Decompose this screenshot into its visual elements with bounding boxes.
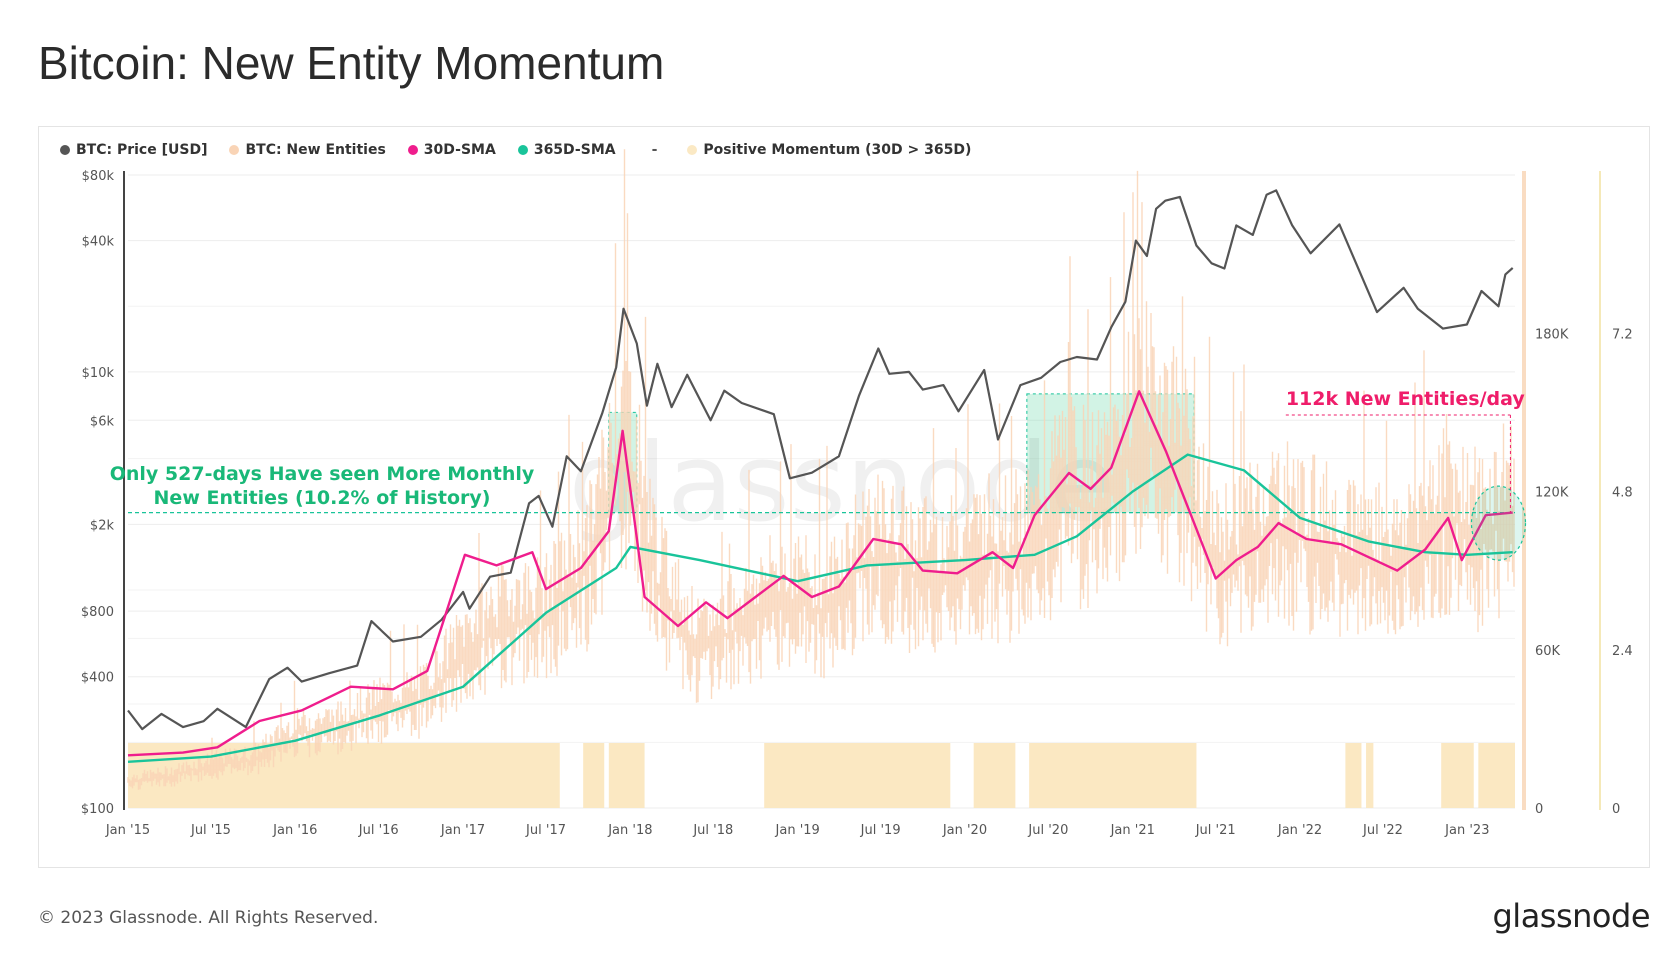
momentum-bar [128, 743, 560, 808]
y-right-axis-bar [1522, 171, 1526, 810]
y-left-tick-label: $40k [82, 235, 115, 250]
momentum-bar [1029, 743, 1197, 808]
x-tick-label: Jul '21 [1195, 823, 1236, 838]
series-new-entities [127, 149, 1515, 790]
y-left-tick-label: $10k [82, 366, 115, 381]
series-30d-sma [127, 390, 1513, 757]
x-tick-label: Jul '22 [1362, 823, 1403, 838]
x-tick-label: Jul '19 [860, 823, 901, 838]
legend-item-new-entities[interactable]: BTC: New Entities [229, 142, 386, 158]
x-tick-label: Jan '17 [440, 823, 485, 838]
x-tick-label: Jan '15 [105, 823, 150, 838]
x-tick-label: Jul '15 [190, 823, 231, 838]
legend-item-threshold[interactable]: - [652, 142, 658, 158]
x-tick-label: Jan '23 [1444, 823, 1489, 838]
y-left-tick-label: $100 [81, 802, 114, 817]
copyright-text: © 2023 Glassnode. All Rights Reserved. [38, 908, 379, 928]
legend-label: BTC: Price [USD] [76, 142, 208, 158]
y-left-tick-label: $2k [90, 518, 115, 533]
legend-dot-icon [229, 145, 240, 155]
y-right2-tick-label: 7.2 [1612, 327, 1633, 342]
legend-label: - [651, 142, 658, 158]
momentum-bar [1478, 743, 1515, 808]
annotation-527-days: Only 527-days Have seen More Monthly [110, 463, 535, 485]
brand-logo: glassnode [1492, 897, 1650, 935]
page-title: Bitcoin: New Entity Momentum [38, 37, 665, 89]
x-tick-label: Jan '21 [1110, 823, 1155, 838]
x-tick-label: Jan '19 [775, 823, 820, 838]
y-left-tick-label: $80k [82, 169, 115, 184]
annotation-527-days: New Entities (10.2% of History) [154, 487, 491, 509]
x-tick-label: Jul '18 [692, 823, 733, 838]
x-tick-label: Jan '22 [1277, 823, 1322, 838]
legend-label: 30D-SMA [423, 142, 496, 158]
legend-item-365d-sma[interactable]: 365D-SMA [517, 142, 616, 158]
y-left-tick-label: $6k [90, 414, 115, 429]
y-right2-tick-label: 4.8 [1612, 486, 1633, 501]
highlight-ellipse [1470, 485, 1527, 561]
x-tick-label: Jan '16 [272, 823, 317, 838]
legend-label: Positive Momentum (30D > 365D) [703, 142, 972, 158]
x-tick-label: Jul '20 [1027, 823, 1068, 838]
series-btc-price [127, 189, 1514, 731]
x-tick-label: Jul '16 [358, 823, 399, 838]
momentum-bar [608, 743, 645, 808]
y-right-tick-label: 180K [1535, 327, 1569, 342]
y-right2-tick-label: 2.4 [1612, 644, 1633, 659]
momentum-bar [1366, 743, 1374, 808]
legend-item-btc-price[interactable]: BTC: Price [USD] [60, 142, 207, 158]
y-left-tick-label: $800 [81, 605, 114, 620]
legend-dot-icon [407, 145, 418, 155]
y-right-tick-label: 60K [1535, 644, 1561, 659]
x-tick-label: Jan '20 [942, 823, 987, 838]
momentum-bar [973, 743, 1016, 808]
y-left-tick-label: $400 [81, 671, 114, 686]
momentum-bar [1345, 743, 1362, 808]
y-right-tick-label: 0 [1535, 802, 1543, 817]
legend-item-30d-sma[interactable]: 30D-SMA [407, 142, 496, 158]
annotation-112k: 112k New Entities/day [1286, 388, 1526, 410]
legend-label: 365D-SMA [533, 142, 616, 158]
legend-dot-icon [687, 145, 698, 155]
x-tick-label: Jul '17 [525, 823, 566, 838]
momentum-bar [1441, 743, 1474, 808]
legend-dot-icon [60, 145, 70, 155]
y-right-tick-label: 120K [1535, 486, 1569, 501]
legend-dot-icon [517, 145, 528, 155]
chart-legend: BTC: Price [USD] BTC: New Entities 30D-S… [60, 140, 971, 160]
watermark: glassnode [569, 421, 1116, 546]
momentum-bar [764, 743, 951, 808]
momentum-bar [583, 743, 605, 808]
x-tick-label: Jan '18 [607, 823, 652, 838]
y-right2-tick-label: 0 [1612, 802, 1620, 817]
legend-item-positive-momentum[interactable]: Positive Momentum (30D > 365D) [687, 142, 971, 158]
legend-label: BTC: New Entities [245, 142, 386, 158]
